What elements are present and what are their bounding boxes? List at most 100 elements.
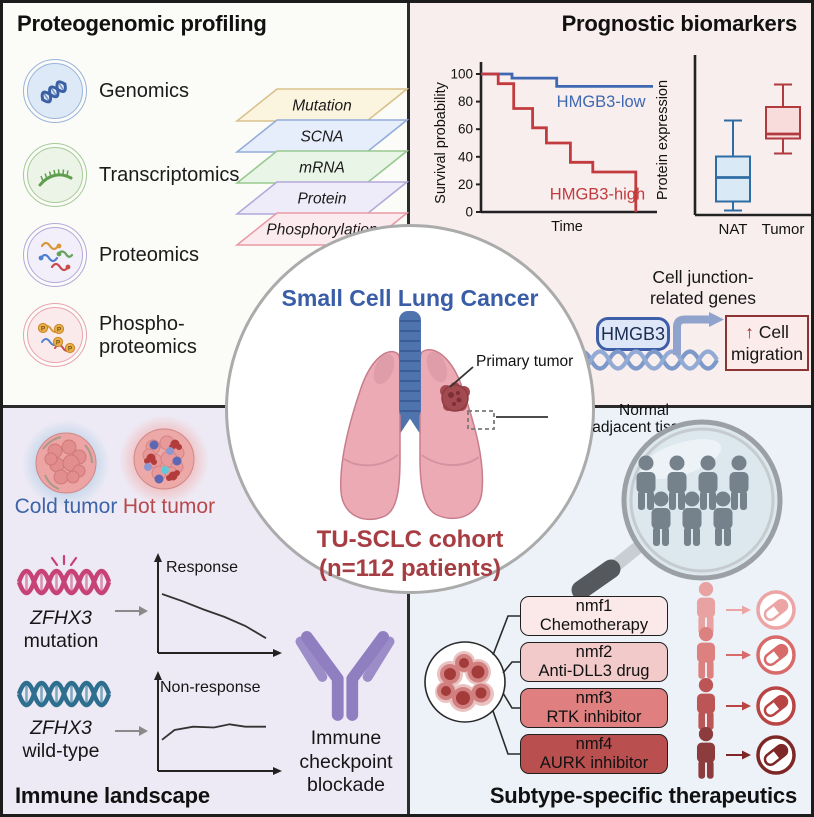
magnifier-cohort-icon <box>571 419 783 600</box>
dna-strand-icon <box>571 349 719 371</box>
cold-tumor-icon <box>22 420 110 508</box>
primary-tumor-shape <box>440 382 470 412</box>
svg-text:P: P <box>68 345 73 352</box>
nmf1-therapy: Chemotherapy <box>539 616 649 634</box>
svg-text:Protein: Protein <box>297 191 346 208</box>
subtype-branch-lines <box>492 615 520 755</box>
title-immune-landscape: Immune landscape <box>15 783 210 808</box>
hmgb3-gene-box: HMGB3 <box>596 317 670 351</box>
non-response-plot <box>154 671 282 775</box>
lungs-illustration <box>339 311 548 521</box>
svg-text:NAT: NAT <box>719 221 748 238</box>
title-prognostic-biomarkers: Prognostic biomarkers <box>561 11 798 36</box>
proteomics-label: Proteomics <box>99 244 200 266</box>
svg-text:mRNA: mRNA <box>299 160 345 177</box>
rna-icon <box>38 169 73 187</box>
mutated-dna-icon <box>16 554 112 596</box>
bent-arrow-icon <box>673 312 724 355</box>
response-label: Response <box>166 559 239 576</box>
svg-text:SCNA: SCNA <box>300 129 343 146</box>
zfhx3-gene-name: ZFHX3 <box>30 607 92 629</box>
cohort-label: TU-SCLC cohort (n=112 patients) <box>255 525 565 583</box>
tumor-sample-icon <box>424 641 506 723</box>
cell-migration-line1: ↑ Cell <box>727 321 807 343</box>
cell-migration-line2: migration <box>731 344 803 364</box>
pill-icon <box>756 735 796 775</box>
cell-junction-heading: Cell junction- related genes <box>613 267 793 309</box>
survival-curve-chart: 100 80 60 40 20 0 HMGB3-low HMGB3-high Survival … <box>433 62 657 235</box>
phospho-label-line1: Phospho- <box>99 313 185 335</box>
nmf2-name: nmf2 <box>575 642 613 661</box>
icb-line2: checkpoint <box>299 750 393 773</box>
nmf4-therapy: AURK inhibitor <box>539 754 649 772</box>
pill-icon <box>756 590 796 630</box>
nmf2-box: nmf2 Anti-DLL3 drug <box>520 642 668 682</box>
nmf3-box: nmf3 RTK inhibitor <box>520 688 668 728</box>
hot-tumor-label: Hot tumor <box>122 495 216 518</box>
icb-line3: blockade <box>306 774 386 796</box>
cell-junction-line2: related genes <box>649 288 757 308</box>
cell-migration-word: Cell <box>758 322 789 342</box>
non-response-label: Non-response <box>160 679 261 696</box>
center-title: Small Cell Lung Cancer <box>281 285 539 311</box>
svg-text:HMGB3-high: HMGB3-high <box>550 186 645 204</box>
transcriptomics-circle <box>23 143 87 207</box>
nmf4-name: nmf4 <box>575 734 613 753</box>
pill-icon <box>756 635 796 675</box>
wildtype-state: wild-type <box>22 740 100 762</box>
phosphoproteomics-circle: P P P P <box>23 303 87 367</box>
cell-migration-box: ↑ Cell migration <box>725 315 809 371</box>
svg-text:60: 60 <box>458 122 473 137</box>
protein-expression-boxplot: NAT Tumor Protein expression <box>655 55 811 238</box>
phosphoproteomics-label: Phospho- proteomics <box>99 313 197 359</box>
svg-text:20: 20 <box>458 177 473 192</box>
svg-text:P: P <box>41 325 46 332</box>
nmf1-name: nmf1 <box>575 596 613 615</box>
dna-icon <box>40 80 67 104</box>
proteomics-circle <box>23 223 87 287</box>
svg-text:HMGB3-low: HMGB3-low <box>557 93 646 111</box>
svg-text:40: 40 <box>458 149 473 164</box>
cell-junction-line1: Cell junction- <box>652 267 754 287</box>
svg-text:0: 0 <box>465 205 473 220</box>
svg-text:P: P <box>56 339 61 346</box>
icb-label: Immune checkpoint blockade <box>285 727 407 798</box>
icb-line1: Immune <box>310 727 382 749</box>
cohort-line2: (n=112 patients) <box>318 555 502 582</box>
phospho-icon: P P P P <box>37 322 76 354</box>
mutation-state: mutation <box>23 630 99 652</box>
svg-text:Survival probability: Survival probability <box>433 81 449 203</box>
up-arrow-icon: ↑ <box>745 322 754 342</box>
svg-text:Tumor: Tumor <box>762 221 805 238</box>
primary-tumor-label: Primary tumor <box>476 353 574 370</box>
response-plot <box>154 553 282 657</box>
svg-text:100: 100 <box>450 67 473 82</box>
pill-icon <box>756 686 796 726</box>
nat-label-line1: Normal <box>619 402 669 419</box>
zfhx3-mutation-label: ZFHX3 mutation <box>9 607 113 653</box>
svg-text:Mutation: Mutation <box>292 98 351 115</box>
nat-dashed-box <box>467 410 495 430</box>
genomics-label: Genomics <box>99 80 190 102</box>
svg-text:Time: Time <box>551 219 583 235</box>
patient-pill-rows <box>696 581 796 779</box>
transcriptomics-label: Transcriptomics <box>99 164 240 186</box>
wildtype-dna-icon <box>16 680 112 708</box>
protein-icon <box>38 241 74 272</box>
title-proteogenomic-profiling: Proteogenomic profiling <box>17 11 267 36</box>
nmf1-box: nmf1 Chemotherapy <box>520 596 668 636</box>
title-subtype-therapeutics: Subtype-specific therapeutics <box>489 783 797 808</box>
nmf3-therapy: RTK inhibitor <box>546 708 642 726</box>
hmgb3-label: HMGB3 <box>600 323 665 344</box>
center-circle <box>225 224 595 594</box>
hot-tumor-icon <box>119 415 209 505</box>
right-arrow-icon <box>115 726 148 736</box>
svg-text:P: P <box>57 326 62 333</box>
genomics-circle <box>23 59 87 123</box>
svg-text:80: 80 <box>458 94 473 109</box>
svg-text:Protein expression: Protein expression <box>655 80 671 200</box>
cold-tumor-label: Cold tumor <box>14 495 118 518</box>
zfhx3-wildtype-gene-name: ZFHX3 <box>30 717 92 739</box>
